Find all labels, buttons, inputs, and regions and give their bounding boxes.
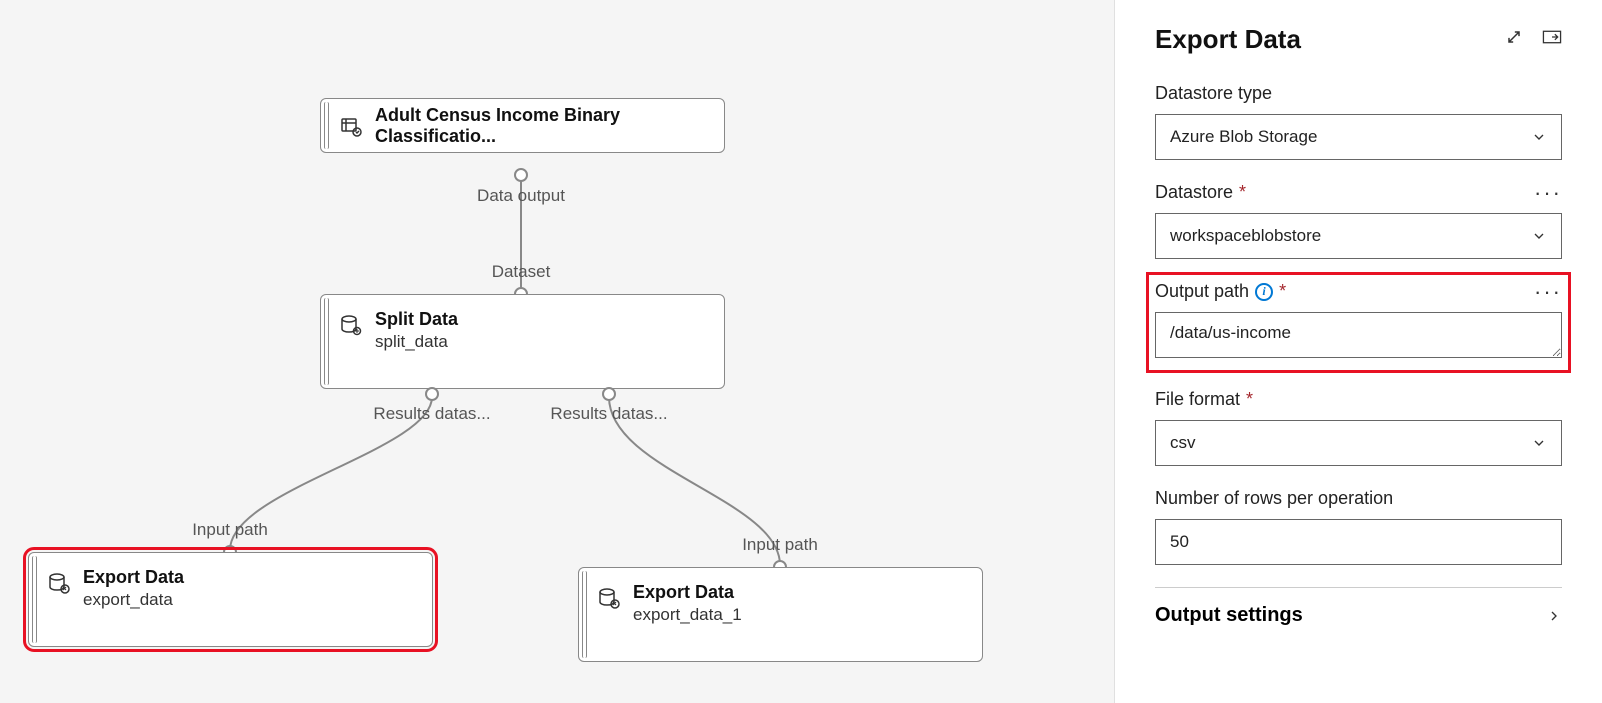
chevron-right-icon bbox=[1546, 608, 1562, 624]
more-options-icon[interactable]: ··· bbox=[1534, 286, 1562, 297]
output-path-input[interactable] bbox=[1155, 312, 1562, 358]
node-export-data-2[interactable]: Export Data export_data_1 bbox=[578, 567, 983, 662]
rows-per-op-input[interactable] bbox=[1155, 519, 1562, 565]
port-output[interactable] bbox=[425, 387, 439, 401]
highlighted-region: Output path i * ··· bbox=[1146, 272, 1571, 373]
node-subtitle: export_data bbox=[83, 590, 184, 610]
node-left-bar bbox=[324, 102, 329, 149]
field-output-path: Output path i * ··· bbox=[1155, 281, 1562, 358]
field-label-text: File format bbox=[1155, 389, 1240, 410]
select-value: workspaceblobstore bbox=[1170, 226, 1321, 246]
node-export-data-1[interactable]: Export Data export_data bbox=[28, 552, 433, 647]
file-format-select[interactable]: csv bbox=[1155, 420, 1562, 466]
node-dataset[interactable]: Adult Census Income Binary Classificatio… bbox=[320, 98, 725, 153]
node-title: Export Data bbox=[83, 567, 184, 588]
node-title: Adult Census Income Binary Classificatio… bbox=[375, 105, 706, 147]
field-datastore: Datastore * ··· workspaceblobstore bbox=[1155, 182, 1562, 259]
field-rows-per-op: Number of rows per operation bbox=[1155, 488, 1562, 565]
port-label: Results datas... bbox=[550, 404, 667, 424]
pipeline-canvas[interactable]: Adult Census Income Binary Classificatio… bbox=[0, 0, 1114, 703]
field-label-text: Number of rows per operation bbox=[1155, 488, 1393, 509]
info-icon[interactable]: i bbox=[1255, 283, 1273, 301]
field-label-text: Datastore type bbox=[1155, 83, 1272, 104]
dataset-icon bbox=[339, 114, 363, 138]
module-icon bbox=[597, 586, 621, 610]
panel-title: Export Data bbox=[1155, 24, 1301, 55]
select-value: Azure Blob Storage bbox=[1170, 127, 1317, 147]
properties-panel: Export Data Datastore type Azure Blob St… bbox=[1114, 0, 1602, 703]
port-output[interactable] bbox=[602, 387, 616, 401]
module-icon bbox=[47, 571, 71, 595]
field-label-text: Datastore bbox=[1155, 182, 1233, 203]
collapse-icon[interactable] bbox=[1542, 27, 1562, 52]
port-label: Results datas... bbox=[373, 404, 490, 424]
datastore-type-select[interactable]: Azure Blob Storage bbox=[1155, 114, 1562, 160]
port-output[interactable] bbox=[514, 168, 528, 182]
output-settings-section[interactable]: Output settings bbox=[1155, 587, 1562, 627]
port-label: Input path bbox=[192, 520, 268, 540]
port-label: Input path bbox=[742, 535, 818, 555]
more-options-icon[interactable]: ··· bbox=[1534, 187, 1562, 198]
chevron-down-icon bbox=[1531, 228, 1547, 244]
field-datastore-type: Datastore type Azure Blob Storage bbox=[1155, 83, 1562, 160]
output-settings-label: Output settings bbox=[1155, 604, 1303, 627]
field-label-text: Output path bbox=[1155, 281, 1249, 302]
node-left-bar bbox=[32, 556, 37, 643]
required-indicator: * bbox=[1239, 182, 1246, 203]
node-title: Export Data bbox=[633, 582, 742, 603]
select-value: csv bbox=[1170, 433, 1196, 453]
node-subtitle: export_data_1 bbox=[633, 605, 742, 625]
node-left-bar bbox=[582, 571, 587, 658]
required-indicator: * bbox=[1279, 281, 1286, 302]
node-subtitle: split_data bbox=[375, 332, 458, 352]
module-icon bbox=[339, 313, 363, 337]
expand-icon[interactable] bbox=[1504, 27, 1524, 52]
field-file-format: File format * csv bbox=[1155, 389, 1562, 466]
node-left-bar bbox=[324, 298, 329, 385]
port-label: Dataset bbox=[492, 262, 551, 282]
node-split-data[interactable]: Split Data split_data bbox=[320, 294, 725, 389]
chevron-down-icon bbox=[1531, 129, 1547, 145]
datastore-select[interactable]: workspaceblobstore bbox=[1155, 213, 1562, 259]
node-title: Split Data bbox=[375, 309, 458, 330]
chevron-down-icon bbox=[1531, 435, 1547, 451]
required-indicator: * bbox=[1246, 389, 1253, 410]
port-label: Data output bbox=[477, 186, 565, 206]
